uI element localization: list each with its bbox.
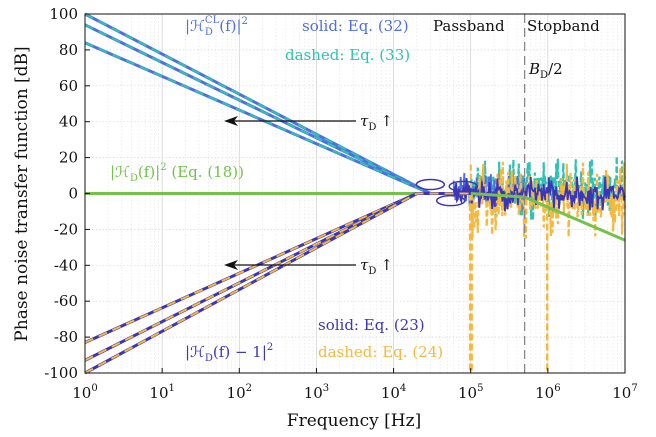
dashed-hd1-label: dashed: Eq. (24) bbox=[318, 343, 443, 361]
x-tick-label: 100 bbox=[72, 383, 97, 402]
hd1-curve-dashed bbox=[84, 192, 471, 362]
x-tick-label: 101 bbox=[149, 383, 174, 402]
hd-label: |ℋD(f)|2 (Eq. (18)) bbox=[110, 162, 244, 184]
x-tick-label: 107 bbox=[612, 383, 637, 402]
x-tick-label: 105 bbox=[458, 383, 483, 402]
hd1-solid-ripple bbox=[452, 176, 626, 212]
curves bbox=[84, 12, 627, 375]
resonance-loop bbox=[415, 178, 446, 191]
stopband-label: Stopband bbox=[527, 17, 600, 35]
y-tick-label: 80 bbox=[59, 41, 78, 59]
x-tick-label: 104 bbox=[381, 383, 406, 402]
passband-label: Passband bbox=[433, 17, 505, 35]
y-axis-label: Phase noise transfer function [dB] bbox=[12, 46, 32, 341]
resonance-loop bbox=[448, 180, 478, 193]
tau-top-label: τD ↑ bbox=[360, 112, 393, 133]
y-tick-label: -100 bbox=[44, 364, 78, 382]
y-tick-label: -80 bbox=[54, 328, 78, 346]
solid-hd1-label: solid: Eq. (23) bbox=[318, 316, 425, 334]
x-axis-label: Frequency [Hz] bbox=[287, 411, 421, 431]
hcl-label: |ℋDCL(f)|2 bbox=[185, 15, 248, 38]
x-tick-label: 102 bbox=[227, 383, 252, 402]
y-tick-label: 20 bbox=[59, 149, 78, 167]
y-tick-label: 60 bbox=[59, 77, 78, 95]
y-tick-label: 40 bbox=[59, 113, 78, 131]
x-tick-label: 103 bbox=[304, 383, 329, 402]
tau-bottom-label: τD ↑ bbox=[360, 256, 393, 277]
x-tick-label: 106 bbox=[535, 383, 560, 402]
dashed-hcl-label: dashed: Eq. (33) bbox=[285, 46, 410, 64]
resonance-loop bbox=[435, 194, 466, 207]
hd-curve bbox=[85, 192, 626, 242]
hd1-curve-dashed bbox=[84, 192, 471, 374]
y-tick-label: 0 bbox=[68, 185, 78, 203]
y-tick-label: -60 bbox=[54, 292, 78, 310]
tau-arrowhead-bottom bbox=[224, 260, 238, 270]
y-tick-label: -40 bbox=[54, 256, 78, 274]
tau-arrowhead-top bbox=[224, 116, 238, 126]
hd1-curve-solid bbox=[84, 192, 471, 362]
y-tick-label: -20 bbox=[54, 220, 78, 238]
solid-hcl-label: solid: Eq. (32) bbox=[302, 17, 409, 35]
hd1-label: |ℋD(f) − 1|2 bbox=[185, 342, 273, 364]
axis-ticks: 100 101 102 103 104 105 106 107 100 80 60 40 20 0 -20 -… bbox=[44, 5, 637, 402]
y-tick-label: 100 bbox=[49, 5, 78, 23]
bandwidth-half-label: BD/2 bbox=[528, 60, 563, 81]
